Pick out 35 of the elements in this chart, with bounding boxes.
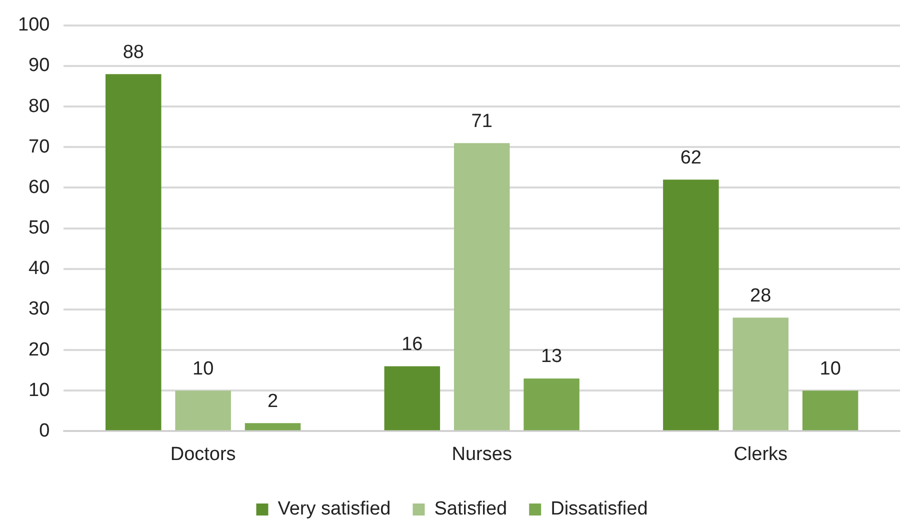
y-tick-label: 20 [28,339,50,360]
data-label: 16 [402,334,423,356]
data-label: 71 [471,110,492,132]
y-tick-label: 90 [28,55,50,76]
data-label: 13 [540,346,562,368]
data-label: 62 [680,147,702,168]
x-tick-label: Clerks [734,444,788,465]
data-label: 2 [267,390,278,412]
y-tick-label: 10 [28,380,50,401]
bar [384,366,440,430]
x-tick-label: Doctors [170,444,236,465]
data-label: 10 [820,358,841,380]
y-tick-label: 70 [28,136,50,158]
bar [175,390,231,430]
bar [663,180,719,430]
y-tick-label: 100 [18,14,50,36]
y-tick-label: 0 [39,420,50,442]
data-label: 10 [192,358,214,380]
x-tick-label: Nurses [452,444,512,465]
y-tick-label: 80 [28,96,50,117]
y-tick-label: 60 [28,176,50,198]
y-tick-label: 50 [28,218,50,239]
data-label: 88 [122,42,144,63]
legend-label: Very satisfied [278,498,391,520]
y-tick-label: 30 [28,298,50,320]
bar [802,390,858,430]
y-tick-label: 40 [28,258,50,280]
bar [732,318,788,430]
bar [244,423,301,430]
legend-label: Satisfied [434,498,508,520]
data-label: 28 [750,285,772,306]
legend-label: Dissatisfied [550,498,648,520]
bar [106,74,162,430]
bar [524,378,580,430]
bar [454,143,510,430]
